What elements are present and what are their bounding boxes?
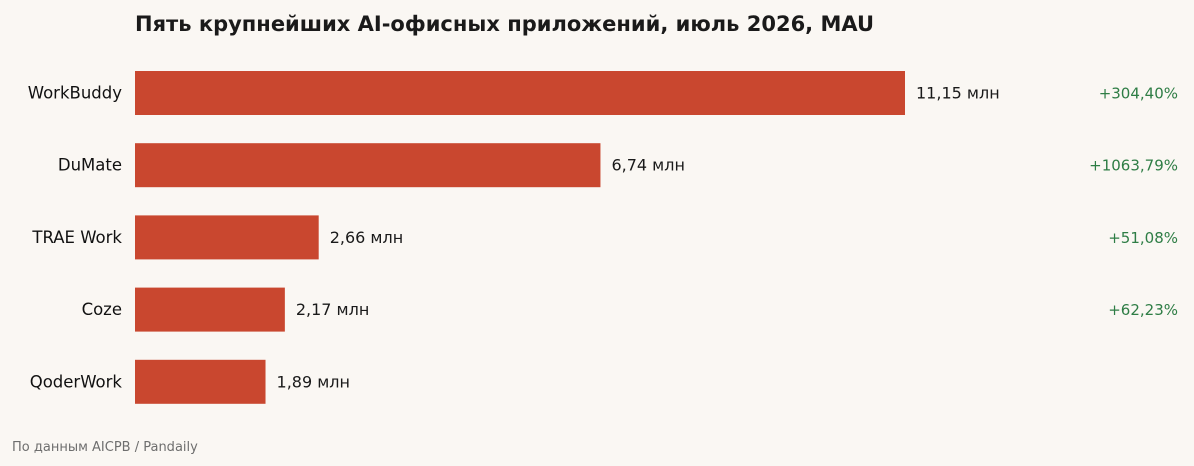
change-label: +304,40% <box>1099 85 1178 103</box>
value-label: 6,74 млн <box>611 156 684 175</box>
bar-dumate <box>135 143 601 188</box>
source-note: По данным AICPB / Pandaily <box>12 440 198 455</box>
bar-qoderwork <box>135 359 266 404</box>
change-label: +62,23% <box>1108 301 1178 319</box>
value-label: 1,89 млн <box>277 372 350 391</box>
category-label: WorkBuddy <box>28 84 123 103</box>
chart-title: Пять крупнейших AI-офисных приложений, и… <box>135 12 874 36</box>
category-label: Coze <box>82 300 122 319</box>
bar-trae-work <box>135 215 319 260</box>
bar-coze <box>135 287 285 332</box>
value-label: 11,15 млн <box>916 84 1000 103</box>
chart-marks: WorkBuddy 11,15 млн +304,40% DuMate 6,74 млн… <box>28 71 1178 404</box>
bar-workbuddy <box>135 71 905 115</box>
category-label: TRAE Work <box>31 228 122 247</box>
category-label: QoderWork <box>30 372 123 391</box>
value-label: 2,17 млн <box>296 300 369 319</box>
value-label: 2,66 млн <box>330 228 403 247</box>
change-label: +51,08% <box>1108 229 1178 247</box>
change-label: +1063,79% <box>1089 157 1178 175</box>
category-label: DuMate <box>58 156 122 175</box>
